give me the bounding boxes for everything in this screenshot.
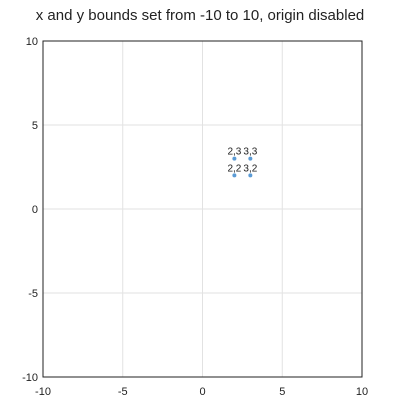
data-point-label: 2,3 <box>227 147 241 158</box>
plot-frame <box>42 40 363 378</box>
x-tick-label: 0 <box>199 386 205 398</box>
data-point <box>232 173 237 178</box>
y-tick-label: 10 <box>26 36 38 48</box>
chart-title: x and y bounds set from -10 to 10, origi… <box>35 7 365 24</box>
x-tick-label: 5 <box>279 386 285 398</box>
x-tick-label: -10 <box>35 386 51 398</box>
tick-labels: -10 -5 0 5 10 -10 -5 0 5 10 <box>22 36 368 398</box>
y-tick-label: -5 <box>28 288 38 300</box>
y-tick-label: 0 <box>32 204 38 216</box>
x-tick-label: 10 <box>356 386 368 398</box>
data-point-label: 2,2 <box>227 163 241 174</box>
data-point <box>248 156 253 161</box>
y-tick-label: -10 <box>22 372 38 384</box>
data-point-label: 3,3 <box>243 147 257 158</box>
data-points: 2,2 3,22,3 3,3 <box>227 147 258 178</box>
y-tick-label: 5 <box>32 120 38 132</box>
x-tick-label: -5 <box>118 386 128 398</box>
grid-lines <box>42 40 363 378</box>
data-point <box>248 173 253 178</box>
data-point <box>232 156 237 161</box>
data-point-label: 3,2 <box>243 163 257 174</box>
